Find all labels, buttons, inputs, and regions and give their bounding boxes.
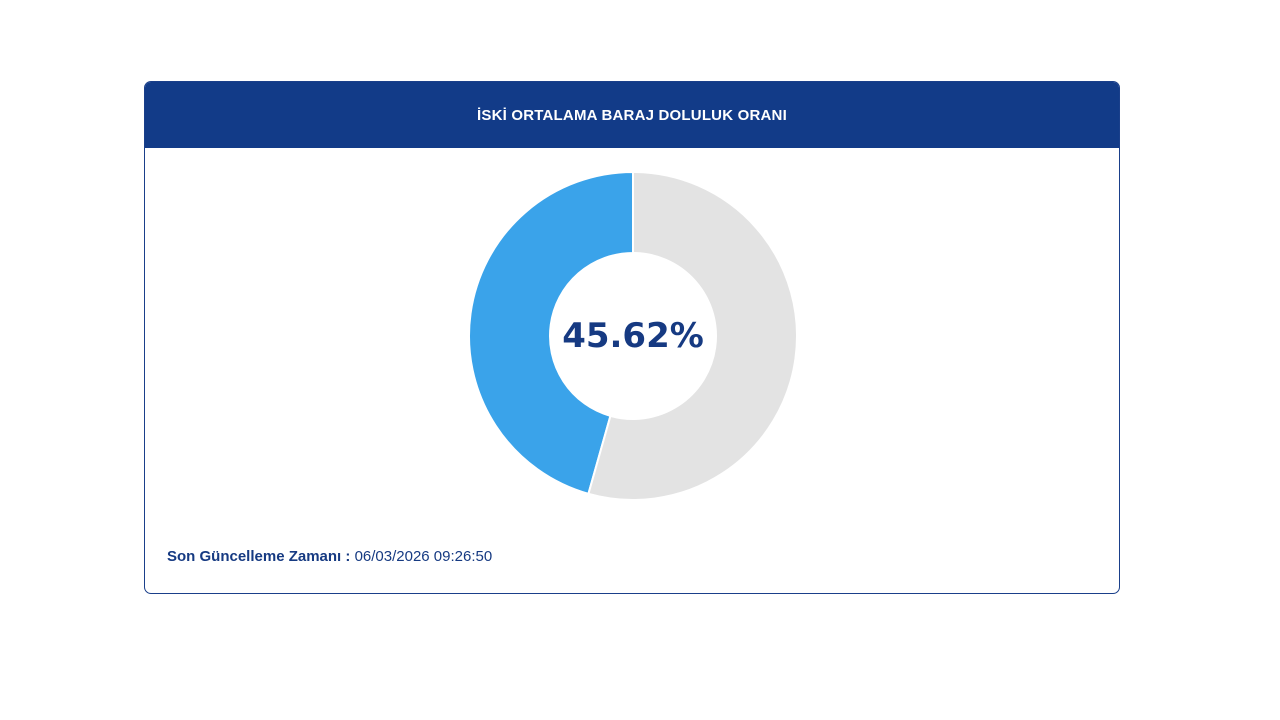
- card-header: İSKİ ORTALAMA BARAJ DOLULUK ORANI: [145, 82, 1119, 148]
- center-percentage-label: 45.62%: [562, 316, 704, 356]
- filled-slice: [468, 170, 634, 496]
- donut-chart: 45.62%: [467, 170, 799, 502]
- donut-chart-svg: 45.62%: [468, 170, 798, 501]
- reservoir-card: İSKİ ORTALAMA BARAJ DOLULUK ORANI 45.62%…: [144, 81, 1120, 594]
- last-update-value: 06/03/2026 09:26:50: [354, 548, 493, 565]
- card-title: İSKİ ORTALAMA BARAJ DOLULUK ORANI: [477, 106, 787, 124]
- empty-slice: [587, 170, 798, 501]
- last-update: Son Güncelleme Zamanı : 06/03/2026 09:26…: [167, 548, 492, 565]
- last-update-label: Son Güncelleme Zamanı :: [167, 548, 351, 565]
